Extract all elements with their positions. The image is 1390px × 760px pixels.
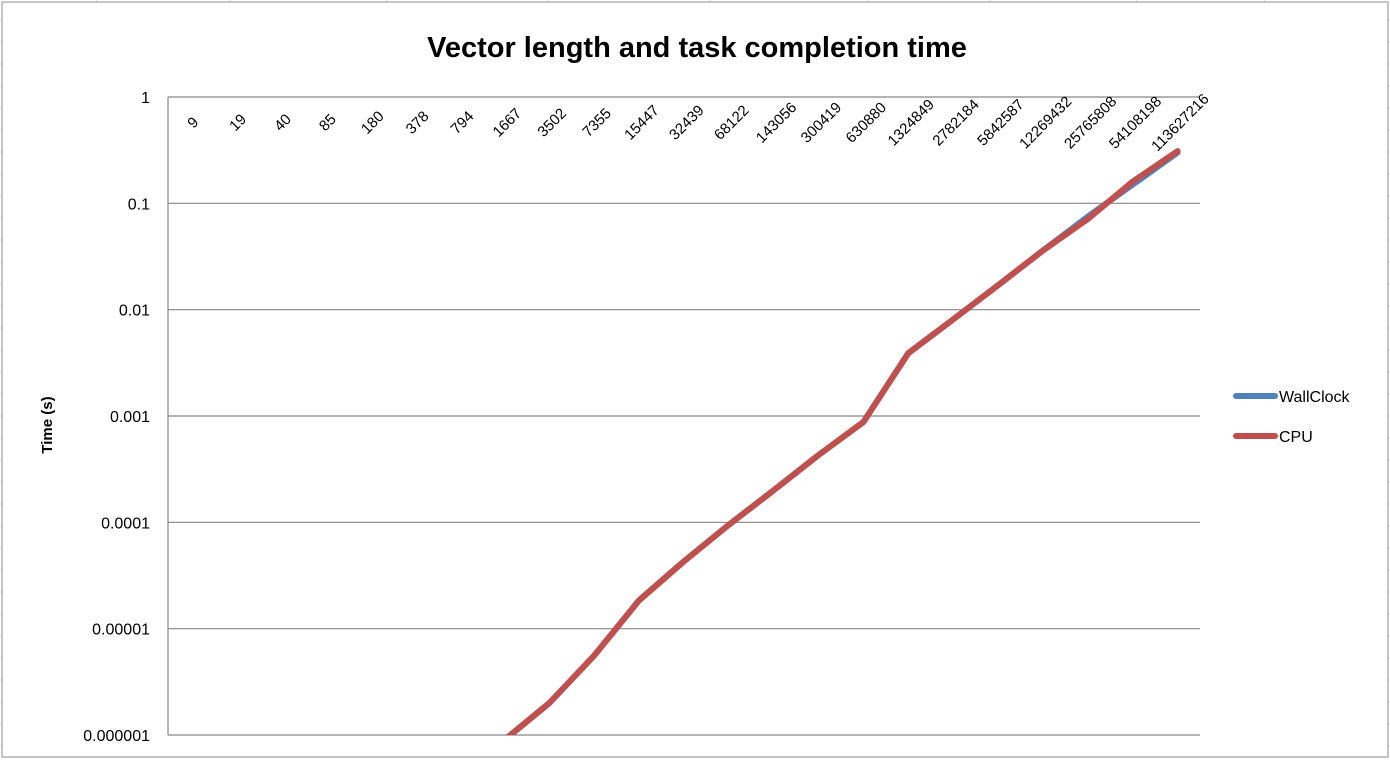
y-tick-label: 1	[141, 90, 150, 107]
y-tick-label: 0.001	[110, 409, 150, 426]
series-line-cpu	[505, 148, 1181, 735]
y-tick-label: 0.0001	[101, 515, 150, 532]
y-axis-label: Time (s)	[39, 396, 56, 453]
grid-lines	[167, 96, 1200, 736]
series-lines	[505, 148, 1181, 735]
y-axis-tick-labels: 1 0.1 0.01 0.001 0.0001 0.00001 0.000001	[83, 90, 150, 745]
legend-label-cpu: CPU	[1279, 429, 1313, 446]
y-tick-label: 0.1	[128, 196, 150, 213]
legend-label-wallclock: WallClock	[1279, 389, 1351, 406]
y-tick-label: 0.000001	[83, 728, 150, 745]
chart-title: Vector length and task completion time	[427, 32, 967, 64]
y-tick-label: 0.00001	[92, 622, 150, 639]
y-tick-label: 0.01	[119, 303, 150, 320]
legend: WallClock CPU	[1233, 389, 1351, 446]
